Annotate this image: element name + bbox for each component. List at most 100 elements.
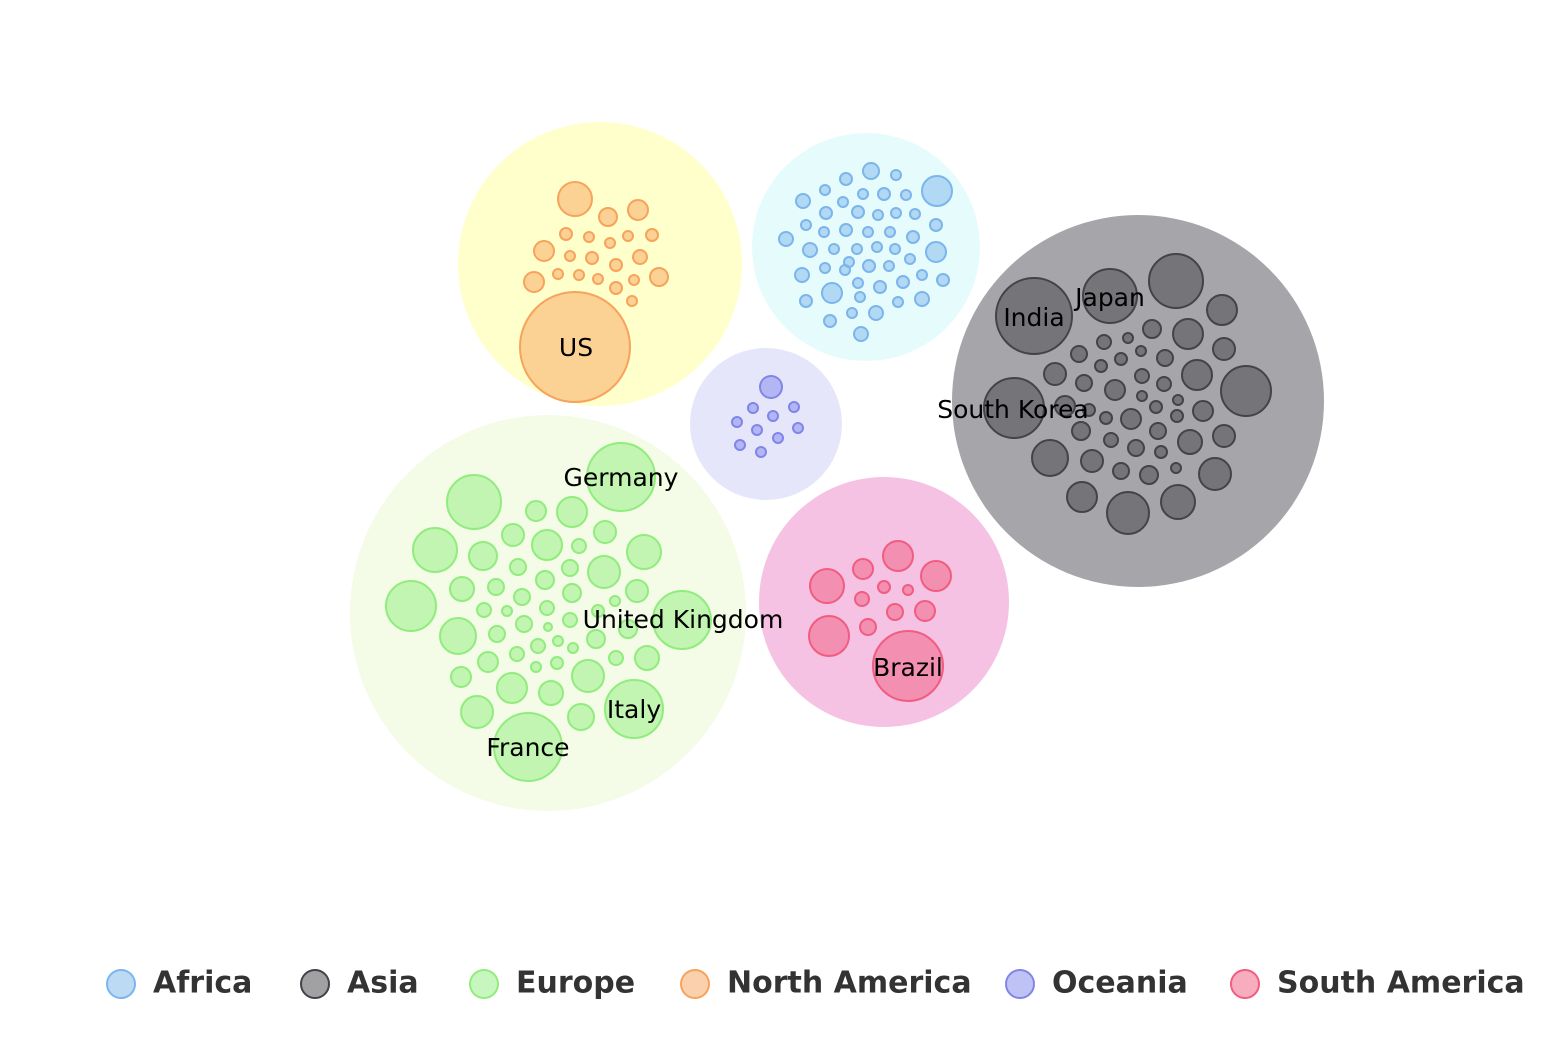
- point-bubble-africa-36[interactable]: [839, 264, 851, 276]
- point-bubble-africa-42[interactable]: [821, 282, 843, 304]
- point-bubble-africa-18[interactable]: [818, 226, 830, 238]
- point-bubble-north-america-12[interactable]: [609, 258, 623, 272]
- point-bubble-asia-9[interactable]: [1070, 345, 1088, 363]
- point-bubble-africa-37[interactable]: [916, 269, 928, 281]
- point-bubble-africa-15[interactable]: [909, 208, 921, 220]
- point-bubble-north-america-7[interactable]: [622, 230, 634, 242]
- point-bubble-north-america-10[interactable]: [564, 250, 576, 262]
- point-bubble-africa-45[interactable]: [799, 294, 813, 308]
- point-bubble-south-america-6[interactable]: [902, 584, 914, 596]
- point-bubble-africa-10[interactable]: [837, 196, 849, 208]
- point-bubble-africa-14[interactable]: [890, 207, 902, 219]
- point-bubble-oceania-4[interactable]: [788, 401, 800, 413]
- point-bubble-asia-25[interactable]: [1192, 400, 1214, 422]
- point-bubble-asia-30[interactable]: [1149, 422, 1167, 440]
- point-bubble-europe-7[interactable]: [531, 529, 563, 561]
- point-bubble-africa-31[interactable]: [862, 259, 876, 273]
- point-bubble-italy[interactable]: [604, 679, 664, 739]
- point-bubble-africa-43[interactable]: [854, 291, 866, 303]
- legend-item-europe[interactable]: Europe: [469, 966, 635, 1001]
- point-bubble-asia-29[interactable]: [1071, 421, 1091, 441]
- point-bubble-oceania-10[interactable]: [755, 446, 767, 458]
- point-bubble-asia-44[interactable]: [1106, 491, 1150, 535]
- point-bubble-north-america-6[interactable]: [604, 237, 616, 249]
- point-bubble-south-america-3[interactable]: [852, 558, 874, 580]
- point-bubble-europe-8[interactable]: [571, 538, 587, 554]
- point-bubble-africa-22[interactable]: [906, 230, 920, 244]
- point-bubble-europe-17[interactable]: [625, 579, 649, 603]
- legend-item-south-america[interactable]: South America: [1230, 966, 1525, 1001]
- point-bubble-europe-12[interactable]: [561, 559, 579, 577]
- point-bubble-asia-23[interactable]: [1082, 403, 1096, 417]
- point-bubble-europe-21[interactable]: [609, 595, 621, 607]
- point-bubble-africa-19[interactable]: [839, 223, 853, 237]
- point-bubble-europe-35[interactable]: [567, 642, 579, 654]
- point-bubble-africa-38[interactable]: [852, 277, 864, 289]
- point-bubble-europe-41[interactable]: [634, 645, 660, 671]
- point-bubble-europe-38[interactable]: [530, 661, 542, 673]
- point-bubble-africa-26[interactable]: [871, 241, 883, 253]
- point-bubble-africa-39[interactable]: [873, 280, 887, 294]
- point-bubble-asia-20[interactable]: [1136, 390, 1148, 402]
- point-bubble-africa-17[interactable]: [800, 219, 812, 231]
- point-bubble-asia-5[interactable]: [1122, 332, 1134, 344]
- point-bubble-north-america-18[interactable]: [628, 274, 640, 286]
- point-bubble-europe-3[interactable]: [556, 496, 588, 528]
- point-bubble-europe-34[interactable]: [552, 635, 564, 647]
- point-bubble-europe-22[interactable]: [476, 602, 492, 618]
- point-bubble-africa-20[interactable]: [862, 226, 874, 238]
- point-bubble-asia-38[interactable]: [1112, 462, 1130, 480]
- point-bubble-asia-4[interactable]: [1172, 318, 1204, 350]
- point-bubble-south-america-1[interactable]: [882, 540, 914, 572]
- point-bubble-africa-32[interactable]: [883, 260, 895, 272]
- point-bubble-asia-26[interactable]: [1099, 411, 1113, 425]
- group-bubble-south-america[interactable]: [759, 477, 1009, 727]
- point-bubble-asia-16[interactable]: [1075, 374, 1093, 392]
- point-bubble-asia-17[interactable]: [1104, 379, 1126, 401]
- point-bubble-north-america-5[interactable]: [583, 231, 595, 243]
- point-bubble-africa-28[interactable]: [925, 241, 947, 263]
- point-bubble-europe-10[interactable]: [626, 534, 662, 570]
- point-bubble-north-america-9[interactable]: [533, 240, 555, 262]
- point-bubble-africa-41[interactable]: [936, 273, 950, 287]
- point-bubble-europe-46[interactable]: [460, 695, 494, 729]
- point-bubble-asia-13[interactable]: [1134, 368, 1150, 384]
- point-bubble-europe-33[interactable]: [530, 638, 546, 654]
- point-bubble-africa-21[interactable]: [884, 226, 896, 238]
- point-bubble-asia-8[interactable]: [1212, 337, 1236, 361]
- point-bubble-europe-40[interactable]: [608, 650, 624, 666]
- point-bubble-asia-3[interactable]: [1142, 319, 1162, 339]
- point-bubble-africa-6[interactable]: [877, 187, 891, 201]
- point-bubble-north-america-15[interactable]: [573, 269, 585, 281]
- point-bubble-asia-19[interactable]: [1220, 365, 1272, 417]
- point-bubble-asia-37[interactable]: [1080, 449, 1104, 473]
- point-bubble-europe-14[interactable]: [449, 576, 475, 602]
- point-bubble-europe-15[interactable]: [487, 578, 505, 596]
- point-bubble-europe-28[interactable]: [488, 625, 506, 643]
- point-bubble-asia-10[interactable]: [1114, 352, 1128, 366]
- point-bubble-north-america-14[interactable]: [552, 268, 564, 280]
- point-bubble-europe-16[interactable]: [535, 570, 555, 590]
- point-bubble-north-america-11[interactable]: [585, 251, 599, 265]
- point-bubble-asia-42[interactable]: [1066, 481, 1098, 513]
- point-bubble-south-america-11[interactable]: [859, 618, 877, 636]
- point-bubble-germany[interactable]: [586, 442, 656, 512]
- point-bubble-asia-43[interactable]: [1160, 484, 1196, 520]
- point-bubble-africa-35[interactable]: [819, 262, 831, 274]
- point-bubble-europe-43[interactable]: [496, 672, 528, 704]
- point-bubble-asia-31[interactable]: [1212, 424, 1236, 448]
- point-bubble-africa-46[interactable]: [914, 291, 930, 307]
- point-bubble-europe-19[interactable]: [513, 588, 531, 606]
- point-bubble-oceania-5[interactable]: [731, 416, 743, 428]
- point-bubble-europe-39[interactable]: [550, 656, 564, 670]
- point-bubble-south-america-2[interactable]: [920, 560, 952, 592]
- point-bubble-europe-11[interactable]: [509, 558, 527, 576]
- point-bubble-asia-7[interactable]: [1135, 345, 1147, 357]
- point-bubble-asia-18[interactable]: [1156, 376, 1172, 392]
- point-bubble-africa-23[interactable]: [778, 231, 794, 247]
- point-bubble-africa-12[interactable]: [851, 205, 865, 219]
- point-bubble-asia-28[interactable]: [1170, 409, 1184, 423]
- point-bubble-europe-37[interactable]: [477, 651, 499, 673]
- point-bubble-africa-47[interactable]: [846, 307, 858, 319]
- point-bubble-asia-27[interactable]: [1120, 408, 1142, 430]
